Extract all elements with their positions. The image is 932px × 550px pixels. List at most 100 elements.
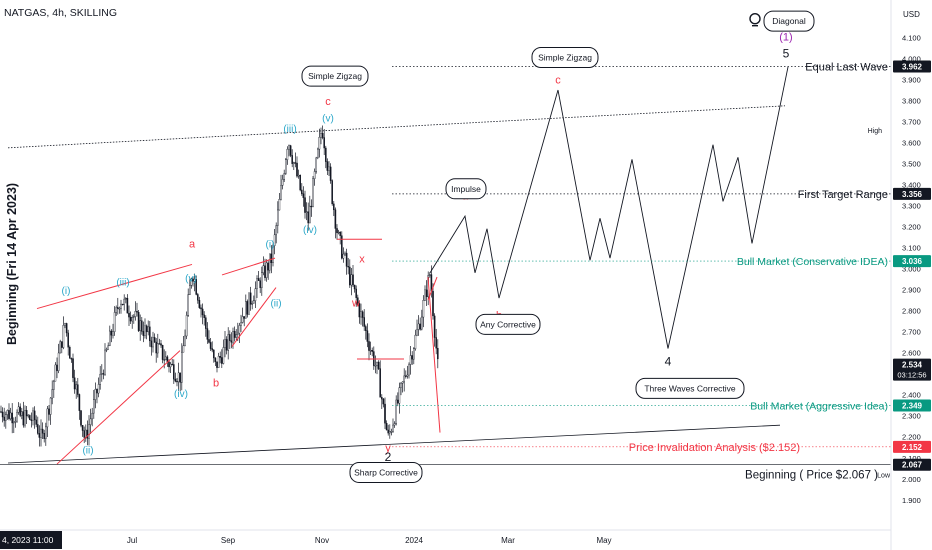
lower-channel-line [7, 424, 781, 464]
wave-label-red: y [385, 442, 391, 454]
price-tick-label: 2.200 [902, 433, 921, 442]
candle-body [275, 225, 278, 236]
candle-body [277, 209, 279, 226]
price-axis-ticks: 4.100 4.000 3.900 3.800 3.700 3.600 3.500 3.400… [902, 34, 921, 505]
candle-body [84, 429, 87, 438]
candle-body [164, 356, 167, 360]
candle-body [187, 294, 190, 316]
candle-body [374, 365, 377, 367]
candle-body [297, 174, 300, 177]
candle-body [217, 356, 220, 368]
candle-body [78, 394, 81, 411]
candle-body [51, 389, 53, 399]
candle-body [1, 411, 4, 418]
candle-body [8, 410, 10, 419]
candle-body [134, 311, 137, 317]
candle-body [76, 384, 79, 395]
candle-body [313, 171, 316, 179]
candle-body [192, 278, 194, 282]
wave-label-red: w [351, 297, 360, 309]
candle-body [43, 433, 45, 439]
candle-body [148, 326, 151, 342]
candle-body [219, 356, 222, 358]
red-trendline [427, 277, 441, 433]
candle-body [304, 197, 306, 213]
time-tick-label: Jul [127, 536, 137, 545]
candle-body [107, 345, 109, 350]
candle-body [390, 431, 393, 433]
callout-text: Impulse [451, 184, 481, 194]
candle-body [401, 381, 404, 384]
candle-body [80, 410, 82, 426]
candle-body [142, 331, 145, 336]
candle-body [64, 323, 66, 326]
candle-body [392, 424, 394, 432]
candle-body [421, 316, 423, 330]
candle-body [110, 330, 113, 336]
candle-body [288, 145, 290, 150]
candle-body [395, 399, 398, 424]
price-axis-panel[interactable] [891, 0, 932, 550]
price-level-label: Beginning ( Price $2.067 ) [745, 470, 878, 482]
price-level-badge [893, 255, 931, 268]
candle-body [11, 412, 14, 424]
candle-body [24, 410, 26, 426]
candle-body [200, 307, 202, 310]
candle-body [147, 326, 150, 333]
candle-body [185, 315, 188, 337]
callout-text: Diagonal [772, 16, 806, 26]
candle-body [429, 274, 431, 276]
candle-body [113, 312, 116, 332]
candle-body [179, 372, 182, 383]
candle-body [339, 231, 342, 236]
candle-body [357, 297, 359, 304]
wave-label-red: b [213, 377, 219, 389]
price-axis-badges: 3.962 3.356 3.036 2.349 2.152 2.067 2.53403:12… [868, 60, 931, 480]
price-tick-label: 2.600 [902, 349, 921, 358]
candle-body [118, 308, 121, 310]
candle-body [228, 334, 231, 341]
candle-body [280, 185, 282, 200]
candle-body [169, 363, 172, 368]
callout-text: Three Waves Corrective [644, 383, 736, 393]
candle-body [411, 355, 414, 360]
price-tick-label: 3.600 [902, 139, 921, 148]
price-tick-label: 4.100 [902, 34, 921, 43]
candle-body [384, 403, 386, 424]
candle-body [208, 339, 210, 343]
candle-body [195, 278, 198, 295]
wave-label-blue: (iii) [116, 277, 129, 288]
drawing-overlays [7, 66, 789, 465]
upper-channel-line [7, 105, 786, 149]
candle-body [369, 350, 372, 352]
candle-body [331, 180, 334, 205]
candle-body [37, 424, 39, 434]
candle-body [361, 311, 364, 318]
candle-body [403, 375, 406, 383]
candle-body [315, 157, 318, 172]
candle-body [377, 361, 380, 369]
candle-body [254, 288, 257, 301]
candle-body [409, 355, 412, 365]
time-tick-label: Nov [315, 536, 329, 545]
candle-body [16, 412, 18, 422]
wave-label-red: a [189, 239, 196, 251]
wave-label-purple: (1) [779, 32, 792, 44]
candle-body [267, 262, 270, 271]
candle-body [209, 342, 212, 349]
candle-body [246, 301, 249, 315]
callout-bubble [445, 178, 487, 200]
candle-body [33, 410, 36, 421]
candle-body [171, 363, 174, 366]
candle-body [326, 161, 329, 171]
price-level-label: First Target Range [798, 189, 888, 201]
candle-body [126, 298, 129, 314]
candle-body [270, 253, 273, 264]
candle-body [86, 429, 89, 439]
candle-body [368, 341, 370, 351]
currency-label: USD [903, 10, 920, 19]
time-start-badge [0, 531, 62, 549]
callout-bubble [635, 377, 745, 399]
wave-label-red: c [555, 75, 561, 87]
